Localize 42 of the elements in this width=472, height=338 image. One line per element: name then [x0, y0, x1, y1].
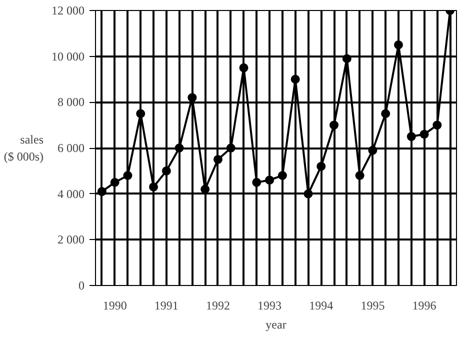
- point: [420, 130, 429, 139]
- point: [290, 74, 300, 84]
- point: [149, 182, 158, 192]
- point: [381, 109, 390, 118]
- y-tick-label: 12 000: [52, 4, 84, 18]
- y-tick-label: 2 000: [58, 232, 84, 247]
- point: [316, 162, 326, 171]
- y-tick-label: 4 000: [58, 186, 84, 201]
- point: [304, 189, 313, 198]
- x-tick-label: 1990: [102, 298, 127, 312]
- point: [278, 171, 287, 180]
- x-tick-label: 1996: [412, 298, 436, 312]
- point: [432, 120, 442, 130]
- point: [394, 40, 403, 50]
- y-tick-label: 6 000: [58, 141, 84, 155]
- x-tick-label: 1995: [360, 298, 385, 312]
- point: [342, 54, 352, 64]
- point: [406, 132, 416, 142]
- point: [239, 63, 248, 72]
- point: [97, 187, 106, 196]
- point: [188, 93, 197, 102]
- point: [368, 146, 378, 155]
- point: [110, 178, 120, 187]
- x-tick-label: 1993: [258, 298, 282, 312]
- x-tick-label: 1992: [206, 298, 230, 312]
- y-tick-label: 10 000: [52, 49, 84, 64]
- x-tick-label: 1994: [309, 298, 334, 312]
- y-tick-label: 8 000: [58, 95, 84, 110]
- point: [162, 166, 171, 176]
- x-axis-title: year: [266, 318, 286, 332]
- point: [136, 109, 146, 118]
- x-tick-label: 1991: [154, 298, 178, 312]
- point: [123, 171, 132, 180]
- point: [213, 154, 222, 164]
- point: [252, 178, 262, 187]
- y-axis-title: sales ($ 000s): [4, 132, 44, 164]
- point: [355, 171, 364, 180]
- point: [226, 144, 236, 152]
- point: [174, 144, 184, 152]
- point: [330, 120, 339, 130]
- point: [265, 176, 274, 185]
- y-tick-label: 0: [78, 278, 84, 292]
